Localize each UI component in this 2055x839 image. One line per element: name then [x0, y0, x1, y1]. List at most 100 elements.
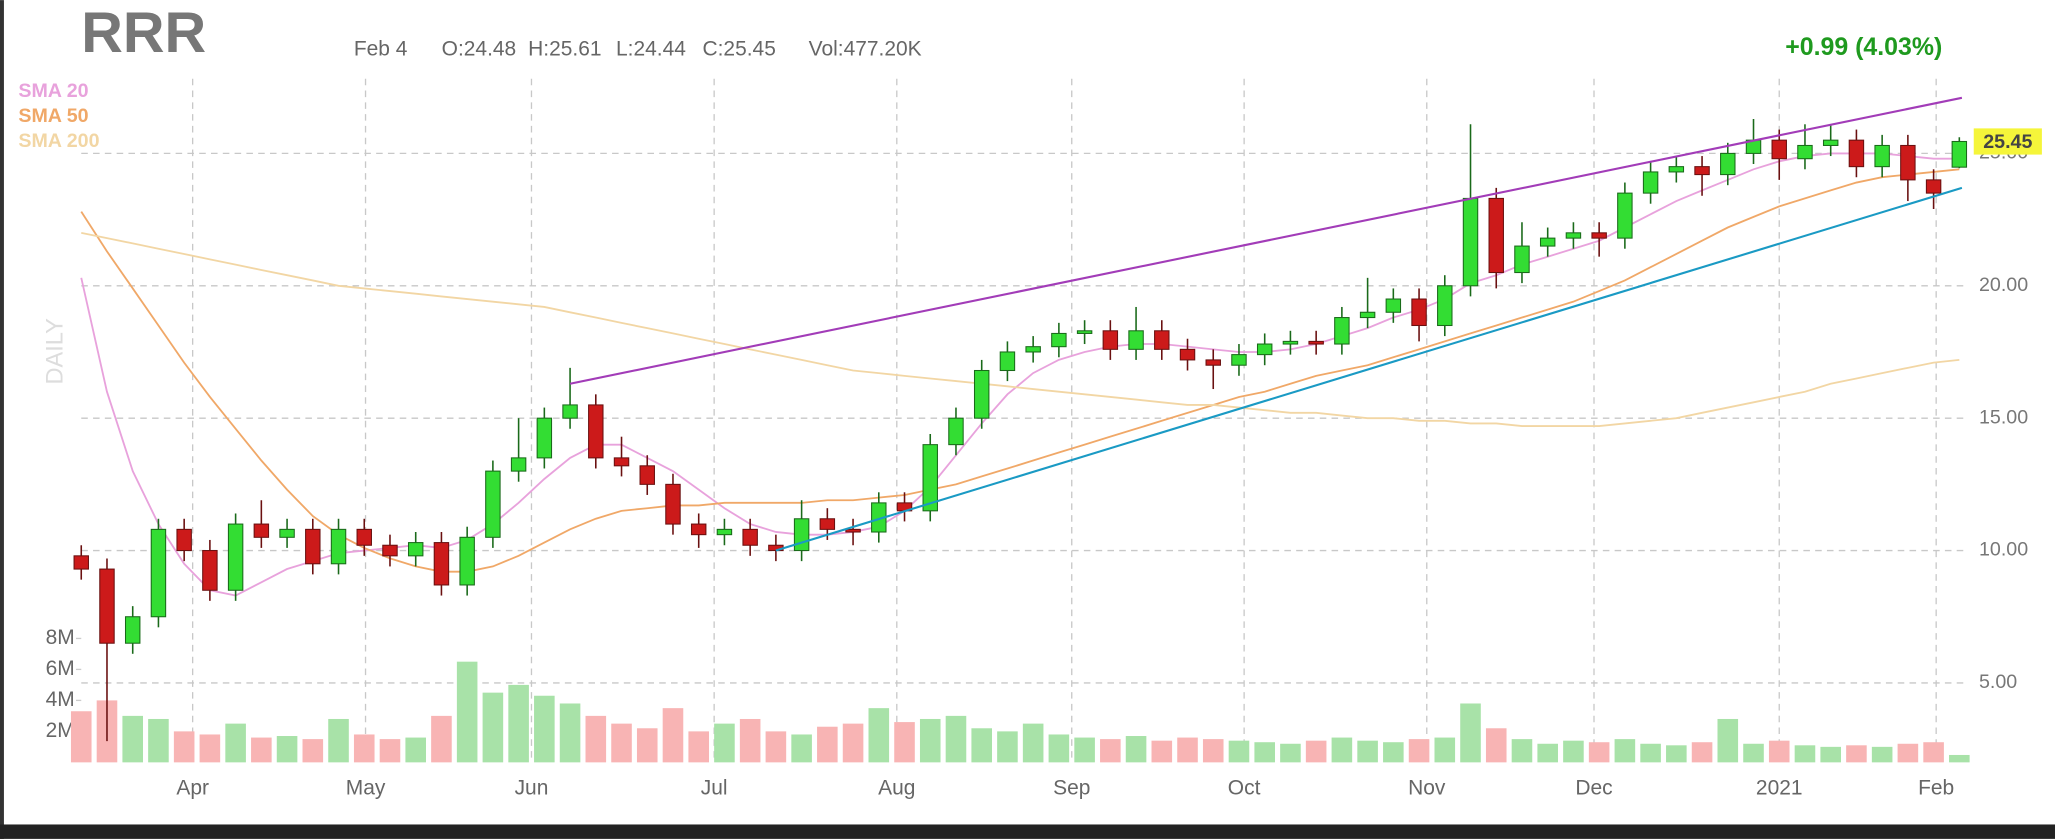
volume-bar — [1949, 754, 1970, 763]
candle-body — [716, 528, 733, 536]
volume-bar — [199, 734, 221, 763]
x-tick-label: May — [346, 777, 386, 800]
candle-body — [1694, 166, 1710, 176]
candle-body — [1539, 237, 1556, 247]
volume-bar — [1202, 739, 1224, 763]
candle-body — [124, 616, 141, 644]
volume-bar — [1357, 740, 1378, 763]
volume-bar — [868, 708, 890, 763]
candle-body — [305, 528, 321, 565]
y-tick-label: 10.00 — [1979, 539, 2028, 561]
x-tick-label: Dec — [1575, 777, 1612, 800]
x-tick-label: Jun — [515, 777, 549, 800]
volume-bar — [276, 736, 298, 763]
candle-body — [253, 523, 270, 538]
candle-body — [1308, 340, 1324, 345]
volume-bar — [585, 715, 607, 763]
candle-body — [1205, 359, 1221, 366]
candle-body — [665, 483, 681, 525]
volume-bar — [1537, 743, 1558, 763]
sma-line — [80, 168, 1960, 573]
volume-bar — [1177, 737, 1198, 763]
candle-body — [407, 542, 424, 557]
candle-body — [202, 550, 218, 591]
last-price-box — [1973, 128, 2042, 155]
candle-body — [1462, 197, 1479, 287]
candle-body — [742, 528, 758, 546]
candle-body — [1256, 343, 1273, 356]
volume-bar — [1614, 739, 1636, 763]
candle-body — [433, 542, 450, 586]
volume-bar — [1074, 737, 1095, 763]
candle-body — [1771, 139, 1787, 160]
volume-bar — [971, 728, 992, 763]
x-tick-label: Jul — [701, 777, 728, 800]
candle-body — [1900, 144, 1916, 181]
candle-body — [613, 457, 630, 467]
volume-bar — [456, 661, 478, 763]
volume-bar — [1022, 723, 1044, 763]
candle-body — [1076, 330, 1093, 334]
x-tick-label: Aug — [878, 777, 915, 800]
candle-body — [819, 518, 836, 530]
candle-body — [1951, 140, 1968, 168]
volume-bar — [328, 718, 349, 763]
volume-bar — [1768, 740, 1790, 763]
candle-body — [1231, 354, 1247, 366]
candle-body — [1334, 317, 1350, 345]
trend-line — [569, 96, 1963, 385]
volume-bar — [714, 723, 735, 763]
x-tick-label: Apr — [176, 777, 209, 800]
candle-body — [279, 528, 295, 538]
legend-entry: SMA 20 — [18, 80, 88, 102]
volume-bar — [1640, 743, 1661, 763]
bottom-bar — [0, 824, 2055, 839]
volume-bar — [791, 734, 812, 763]
candle-body — [1051, 332, 1067, 348]
candle-body — [485, 470, 501, 538]
volume-bar — [1820, 746, 1841, 763]
candle-body — [356, 528, 372, 546]
volume-bar — [919, 718, 941, 763]
volume-bar — [1125, 736, 1147, 763]
candle-body — [73, 555, 89, 570]
volume-bar — [1048, 734, 1070, 763]
high: H:25.61 — [528, 37, 601, 60]
sma-line — [81, 231, 1960, 427]
volume-bar — [251, 737, 272, 763]
volume-bar — [1897, 743, 1919, 763]
candle-body — [1822, 139, 1839, 146]
candle-body — [1874, 144, 1890, 168]
candle-body — [536, 417, 553, 459]
candle-body — [1128, 330, 1144, 350]
candle-body — [1514, 245, 1530, 274]
volume-bar — [688, 731, 709, 763]
candle-body — [1154, 330, 1170, 350]
volume-bar — [945, 715, 967, 763]
volume-bar — [1563, 740, 1584, 763]
volume-bar — [173, 731, 195, 763]
volume-bar — [379, 739, 401, 763]
volume-bar — [842, 723, 864, 763]
volume: Vol:477.20K — [809, 37, 922, 60]
symbol: RRR — [81, 1, 206, 65]
candle-body — [1179, 348, 1196, 361]
volume-tick-label: 8M — [46, 626, 75, 649]
volume-bar — [225, 723, 246, 763]
volume-bar — [1511, 739, 1533, 763]
candle-body — [845, 528, 861, 533]
volume-bar — [997, 731, 1018, 763]
volume-bar — [1923, 742, 1944, 763]
candle-body — [150, 528, 167, 618]
x-tick-label: Sep — [1053, 777, 1090, 800]
volume-bar — [431, 715, 452, 763]
volume-bar — [70, 711, 92, 763]
volume-bar — [559, 703, 581, 763]
volume-bar — [1228, 740, 1250, 763]
x-tick-label: 2021 — [1756, 777, 1803, 800]
candle-body — [562, 404, 578, 419]
volume-bar — [1100, 739, 1121, 763]
candle-body — [99, 568, 115, 644]
